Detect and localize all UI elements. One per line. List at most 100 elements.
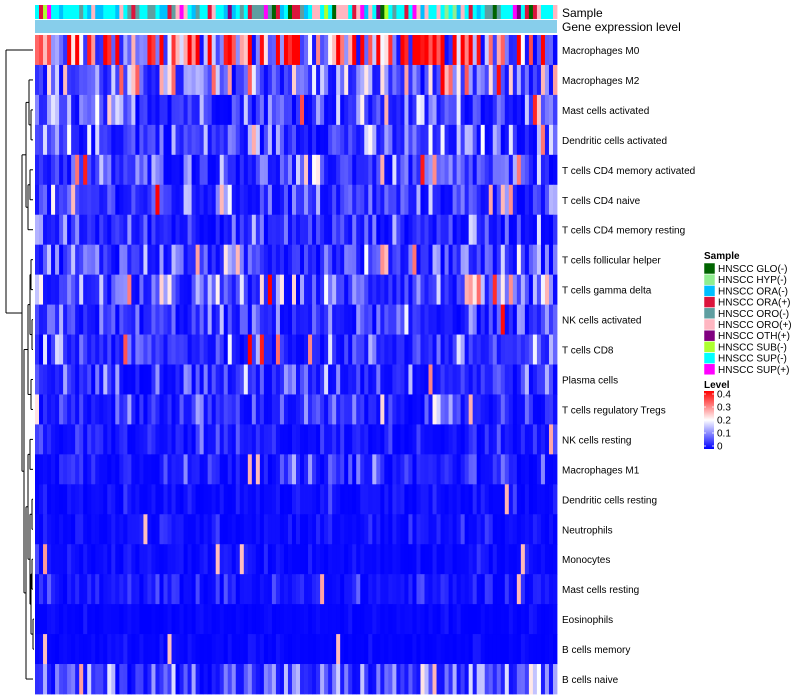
heatmap-cell [107, 214, 112, 246]
sample-annotation-cell [283, 5, 289, 19]
heatmap-cell [107, 154, 112, 186]
heatmap-cell [360, 394, 365, 425]
heatmap-cell [115, 364, 120, 395]
heatmap-cell [111, 514, 116, 545]
heatmap-cell [35, 154, 40, 186]
heatmap-cell [287, 544, 293, 575]
heatmap-cell [43, 154, 48, 186]
heatmap-cell [452, 394, 458, 425]
heatmap-cell [79, 94, 84, 126]
heatmap-cell [111, 274, 116, 305]
heatmap-cell [420, 424, 425, 455]
heatmap-cell [452, 274, 458, 305]
heatmap-cell [516, 184, 522, 216]
heatmap-cell [520, 154, 526, 186]
heatmap-cell [300, 364, 305, 395]
heatmap-cell [436, 544, 441, 575]
heatmap-cell [199, 454, 205, 485]
heatmap-cell [440, 124, 445, 156]
heatmap-cell [43, 634, 48, 665]
heatmap-cell [548, 64, 554, 96]
heatmap-cell [512, 394, 518, 425]
heatmap-cell [320, 94, 325, 126]
heatmap-cell [324, 634, 329, 665]
heatmap-cell [548, 634, 554, 665]
heatmap-cell [460, 394, 466, 425]
heatmap-cell [87, 304, 92, 335]
heatmap-cell [167, 514, 172, 545]
heatmap-cell [163, 154, 168, 186]
heatmap-cell [35, 394, 40, 425]
heatmap-cell [207, 544, 213, 575]
heatmap-cell [275, 484, 281, 515]
heatmap-cell [388, 484, 393, 515]
heatmap-cell [368, 514, 373, 545]
heatmap-cell [63, 304, 68, 335]
heatmap-cell [496, 304, 502, 335]
heatmap-cell [444, 124, 449, 156]
sample-annotation-cell [396, 5, 401, 19]
heatmap-cell [528, 214, 534, 246]
heatmap-cell [87, 484, 92, 515]
heatmap-cell [211, 154, 217, 186]
heatmap-cell [528, 664, 534, 695]
heatmap-cell [392, 664, 397, 695]
heatmap-cell [340, 484, 345, 515]
heatmap-cell [267, 364, 273, 395]
heatmap-cell [139, 394, 144, 425]
heatmap-cell [380, 35, 385, 66]
heatmap-cell [488, 304, 494, 335]
heatmap-cell [179, 364, 184, 395]
heatmap-cell [83, 184, 88, 216]
heatmap-cell [123, 424, 128, 455]
heatmap-cell [59, 35, 64, 66]
heatmap-cell [99, 484, 104, 515]
heatmap-cell [123, 604, 128, 635]
heatmap-cell [123, 514, 128, 545]
heatmap-cell [119, 184, 124, 216]
heatmap-cell [115, 304, 120, 335]
sample-annotation-cell [516, 5, 522, 19]
heatmap-cell [283, 184, 289, 216]
heatmap-cell [520, 184, 526, 216]
heatmap-cell [207, 634, 213, 665]
heatmap-cell [508, 94, 514, 126]
heatmap-cell [95, 334, 100, 365]
heatmap-cell [480, 94, 486, 126]
row-label: T cells CD8 [562, 346, 614, 357]
heatmap-cell [304, 184, 309, 216]
heatmap-cell [183, 304, 188, 335]
heatmap-cell [404, 514, 409, 545]
heatmap-cell [444, 574, 449, 605]
heatmap-cell [468, 64, 474, 96]
heatmap-cell [376, 154, 381, 186]
heatmap-cell [91, 454, 96, 485]
heatmap-cell [91, 364, 96, 395]
heatmap-cell [436, 304, 441, 335]
heatmap-cell [384, 424, 389, 455]
heatmap-cell [500, 364, 506, 395]
heatmap-cell [127, 244, 132, 276]
heatmap-cell [107, 454, 112, 485]
heatmap-cell [356, 94, 361, 126]
heatmap-cell [380, 184, 385, 216]
heatmap-cell [291, 454, 297, 485]
sample-legend-title: Sample [704, 251, 740, 262]
heatmap-cell [35, 604, 40, 635]
heatmap-cell [348, 274, 353, 305]
heatmap-cell [59, 184, 64, 216]
heatmap-cell [476, 184, 482, 216]
heatmap-cell [55, 604, 60, 635]
heatmap-cell [159, 454, 164, 485]
sample-annotation-cell [312, 5, 317, 19]
heatmap-cell [47, 604, 52, 635]
heatmap-cell [532, 214, 538, 246]
heatmap-cell [328, 514, 333, 545]
heatmap-cell [211, 274, 217, 305]
sample-legend-label: HNSCC ORA(-) [718, 286, 788, 297]
heatmap-cell [508, 634, 514, 665]
heatmap-cell [99, 514, 104, 545]
heatmap-cell [83, 634, 88, 665]
heatmap-cell [87, 214, 92, 246]
heatmap-cell [175, 574, 180, 605]
